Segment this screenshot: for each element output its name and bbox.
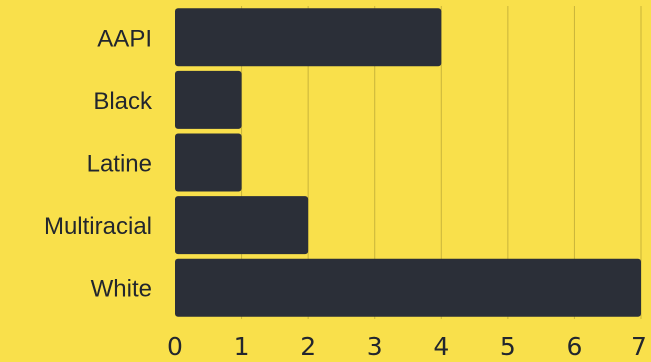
- x-tick-label: 1: [234, 332, 250, 361]
- x-tick-label: 2: [300, 332, 316, 361]
- bar-black: [175, 70, 242, 129]
- x-tick-label: 5: [500, 332, 516, 361]
- bars: [175, 8, 641, 317]
- x-tick-label: 0: [167, 332, 183, 361]
- category-labels: AAPI Black Latine Multiracial White: [44, 25, 153, 302]
- x-tick-label: 4: [433, 332, 449, 361]
- x-tick-label: 3: [367, 332, 383, 361]
- category-label-multiracial: Multiracial: [44, 213, 152, 240]
- category-label-latine: Latine: [87, 151, 152, 178]
- bar-multiracial: [175, 196, 309, 255]
- x-tick-labels: 0 1 2 3 4 5 6 7: [167, 332, 647, 361]
- bar-white: [175, 258, 641, 317]
- category-label-white: White: [91, 276, 152, 303]
- category-label-black: Black: [93, 88, 153, 115]
- category-label-aapi: AAPI: [97, 25, 152, 52]
- bar-latine: [175, 133, 242, 192]
- x-tick-label: 6: [566, 332, 582, 361]
- bar-aapi: [175, 8, 442, 67]
- x-tick-label: 7: [631, 332, 647, 361]
